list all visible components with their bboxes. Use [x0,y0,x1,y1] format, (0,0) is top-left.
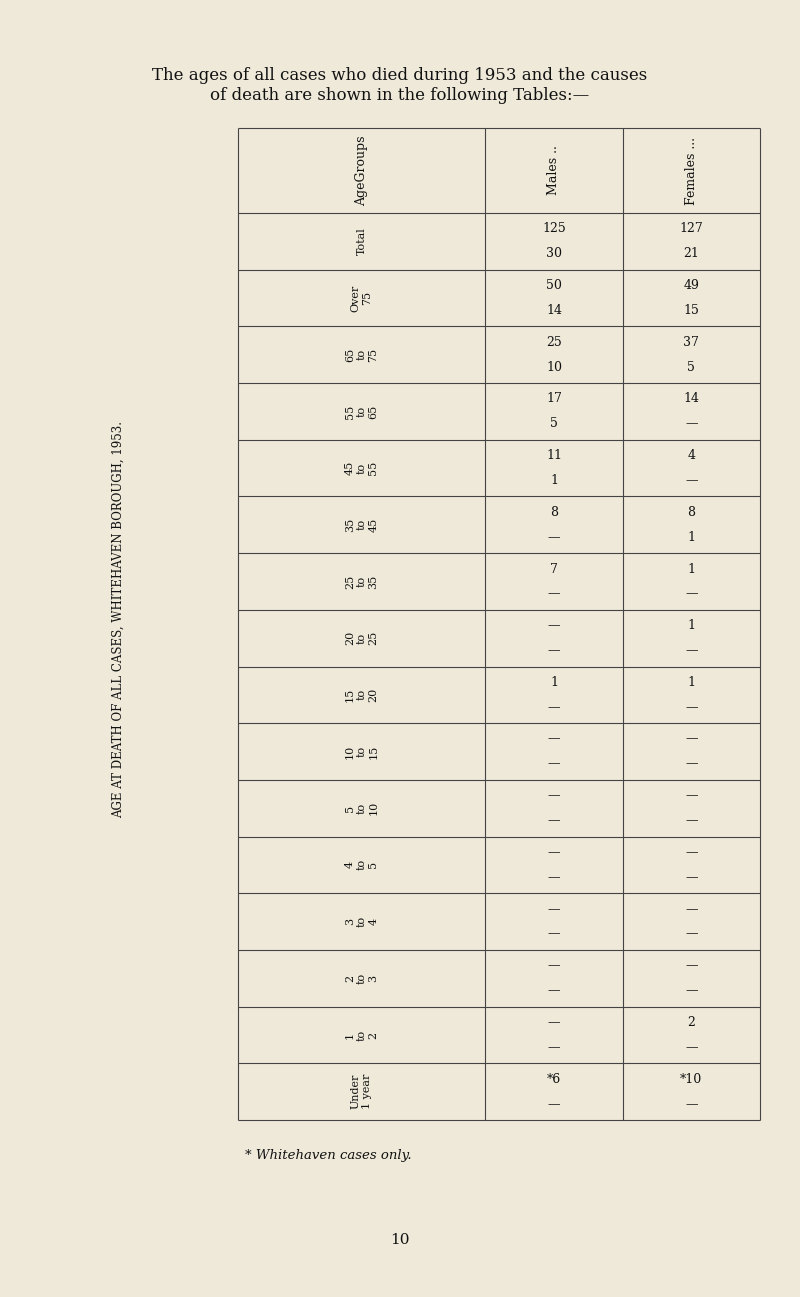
Text: *10: *10 [680,1073,702,1086]
Text: —: — [685,733,698,746]
Text: 25
to
35: 25 to 35 [345,575,378,589]
Text: —: — [548,984,560,997]
Text: —: — [548,870,560,883]
Text: —: — [548,846,560,859]
Text: AGE AT DEATH OF ALL CASES, WHITEHAVEN BOROUGH, 1953.: AGE AT DEATH OF ALL CASES, WHITEHAVEN BO… [111,422,125,818]
Text: —: — [685,815,698,827]
Text: 8: 8 [550,506,558,519]
Text: 2: 2 [687,1016,695,1029]
Text: Under
1 year: Under 1 year [351,1074,373,1109]
Text: —: — [685,1041,698,1054]
Text: —: — [548,927,560,940]
Text: Females ...: Females ... [685,136,698,205]
Text: —: — [685,790,698,803]
Text: 3
to
4: 3 to 4 [345,916,378,927]
Text: 5
to
10: 5 to 10 [345,802,378,816]
Text: —: — [548,903,560,916]
Text: —: — [548,733,560,746]
Text: —: — [685,475,698,488]
Text: of death are shown in the following Tables:—: of death are shown in the following Tabl… [210,87,590,104]
Text: 4
to
5: 4 to 5 [345,860,378,870]
Text: 35
to
45: 35 to 45 [345,518,378,532]
Text: *6: *6 [547,1073,561,1086]
Text: 50: 50 [546,279,562,292]
Text: 8: 8 [687,506,695,519]
Text: 1
to
2: 1 to 2 [345,1030,378,1040]
Text: —: — [685,960,698,973]
Text: 10: 10 [546,361,562,374]
Text: —: — [685,984,698,997]
Text: Total: Total [357,227,366,256]
Text: 25: 25 [546,336,562,349]
Text: 55
to
65: 55 to 65 [345,405,378,419]
Text: —: — [685,757,698,770]
Text: 1: 1 [550,676,558,689]
Text: 17: 17 [546,393,562,406]
Text: 37: 37 [683,336,699,349]
Text: —: — [548,1041,560,1054]
Text: —: — [685,1097,698,1110]
Text: 15: 15 [683,303,699,316]
Text: 127: 127 [679,222,703,235]
Text: —: — [548,700,560,713]
Text: 2
to
3: 2 to 3 [345,973,378,984]
Text: 7: 7 [550,563,558,576]
Text: —: — [685,870,698,883]
Text: —: — [685,588,698,601]
Text: 1: 1 [550,475,558,488]
Text: 1: 1 [687,563,695,576]
Text: —: — [548,1016,560,1029]
Text: —: — [548,1097,560,1110]
Text: 1: 1 [687,530,695,543]
Text: 20
to
25: 20 to 25 [345,632,378,646]
Text: Males ..: Males .. [547,145,561,196]
Text: —: — [685,903,698,916]
Text: —: — [548,645,560,658]
Text: 1: 1 [687,619,695,632]
Text: —: — [548,757,560,770]
Text: 125: 125 [542,222,566,235]
Text: 65
to
75: 65 to 75 [345,348,378,362]
Text: 10
to
15: 10 to 15 [345,744,378,759]
Text: —: — [548,530,560,543]
Text: 5: 5 [550,418,558,431]
Text: 1: 1 [687,676,695,689]
Text: 14: 14 [546,303,562,316]
Text: —: — [548,619,560,632]
Text: 5: 5 [687,361,695,374]
Text: 15
to
20: 15 to 20 [345,687,378,702]
Text: * Whitehaven cases only.: * Whitehaven cases only. [245,1149,412,1162]
Text: 10: 10 [390,1233,410,1246]
Text: —: — [548,790,560,803]
Text: —: — [685,418,698,431]
Text: 21: 21 [683,248,699,261]
Text: —: — [685,927,698,940]
Text: 14: 14 [683,393,699,406]
Text: —: — [685,700,698,713]
Text: AgeGroups: AgeGroups [355,135,368,206]
Text: 49: 49 [683,279,699,292]
Text: —: — [685,645,698,658]
Text: —: — [548,960,560,973]
Text: —: — [548,588,560,601]
Text: 4: 4 [687,449,695,462]
Text: —: — [548,815,560,827]
Text: 45
to
55: 45 to 55 [345,460,378,475]
Text: 11: 11 [546,449,562,462]
Text: Over
75: Over 75 [351,284,373,311]
Text: The ages of all cases who died during 1953 and the causes: The ages of all cases who died during 19… [152,66,648,83]
Text: 30: 30 [546,248,562,261]
Text: —: — [685,846,698,859]
